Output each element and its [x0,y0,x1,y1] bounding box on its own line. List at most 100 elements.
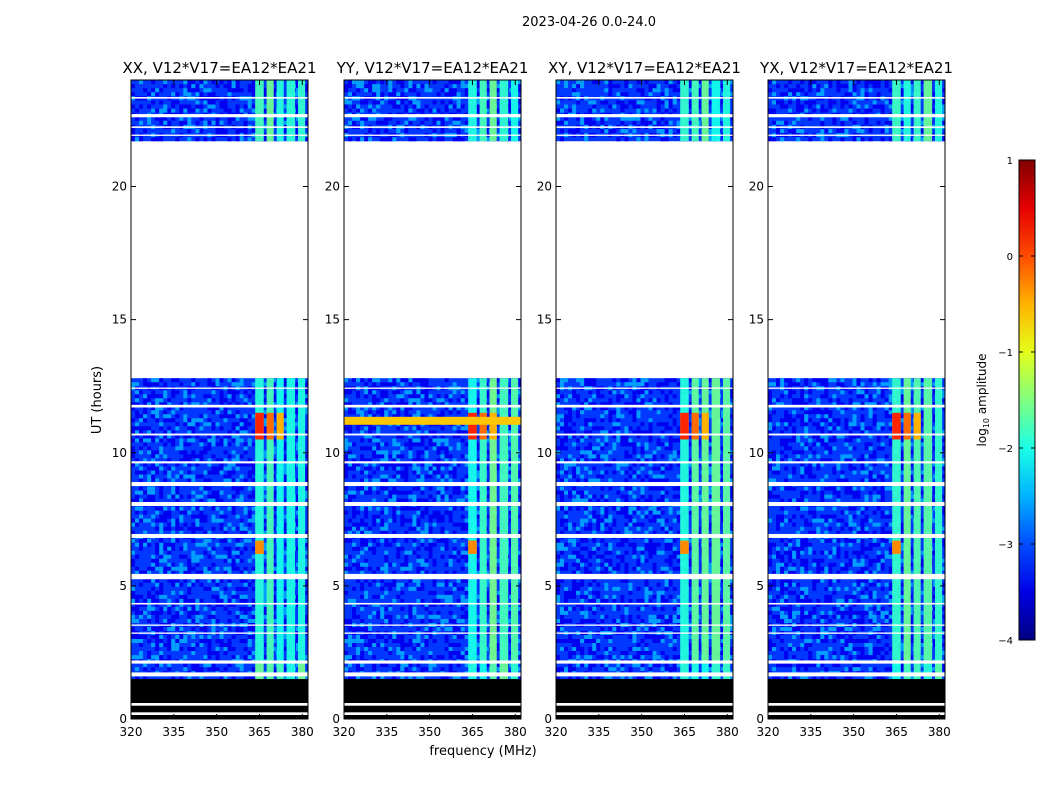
panels: XX, V12*V17=EA12*EA21 320 335 350 365 380 0 5 10… [112,59,953,739]
y-tick-label: 5 [119,579,127,593]
rfi-hotspot [468,412,477,440]
x-tick-label: 380 [716,725,739,739]
colorbar-tick-label: −2 [998,444,1013,455]
flagged-gap [768,114,945,118]
rfi-band [266,378,274,664]
rfi-band [479,378,487,664]
x-tick-label: 365 [461,725,484,739]
flagged-gap [556,114,733,118]
panel-yy: YY, V12*V17=EA12*EA21 320 335 350 365 380 0 5 10… [325,59,529,739]
rfi-band [489,80,497,142]
panel-yx: YX, V12*V17=EA12*EA21 320 335 350 365 380 0 5 10… [749,59,953,739]
flagged-gap [768,672,945,677]
y-tick-label: 10 [325,446,340,460]
axes-frame [343,79,522,720]
y-tick-label: 0 [332,712,340,726]
flagged-gap [344,712,521,716]
rfi-band [286,80,296,142]
figure-suptitle: 2023-04-26 0.0-24.0 [522,15,656,30]
flagged-gap [344,134,521,136]
flagged-gap [556,602,733,605]
rfi-band [913,378,921,664]
flagged-gap [344,404,521,408]
rfi-band [468,80,477,142]
rfi-band [903,80,911,142]
y-tick-label: 0 [544,712,552,726]
x-tick-label: 350 [418,725,441,739]
y-tick-label: 5 [544,579,552,593]
flagged-gap [344,482,521,487]
x-tick-label: 320 [757,725,780,739]
x-tick-label: 335 [162,725,185,739]
flagged-gap [556,533,733,538]
flagged-gap [131,126,308,128]
y-tick-label: 10 [112,446,127,460]
rfi-band [892,80,901,142]
flagged-gap [768,387,945,389]
x-tick-label: 335 [799,725,822,739]
colorbar-scale [1018,159,1036,641]
rfi-band [511,80,519,142]
colorbar-label: log10 amplitude [975,354,991,447]
rfi-band [276,80,284,142]
flagged-gap [131,533,308,538]
broadband-rfi-line [344,416,521,425]
spectrogram-image [344,80,521,719]
rfi-hotspot [479,412,487,440]
flagged-gap [768,404,945,408]
y-tick-label: 0 [119,712,127,726]
flagged-gap [768,533,945,538]
flagged-gap [131,502,308,506]
spectrogram-image [556,80,733,719]
axes-frame [130,79,309,720]
x-tick-label: 380 [928,725,951,739]
rfi-hotspot [892,412,901,440]
y-tick-label: 15 [325,313,340,327]
colorbar: −4 −3 −2 −1 0 1 log10 amplitude [975,156,1036,647]
flagged-gap [344,114,521,118]
colorbar-tick-label: 0 [1007,252,1013,263]
rfi-band [923,80,933,142]
flagged-gap [556,712,733,716]
flagged-gap [131,632,308,634]
flagged-gap [556,482,733,487]
rfi-hotspot [489,412,497,440]
rfi-band [298,378,306,664]
flagged-gap [344,387,521,389]
colorbar-tick-label: −3 [998,540,1013,551]
flagged-gap [344,533,521,538]
flagged-gap [131,461,308,464]
panel-xy: XY, V12*V17=EA12*EA21 320 335 350 365 380 0 5 10… [537,59,741,739]
rfi-band [935,378,943,664]
x-tick-label: 380 [504,725,527,739]
flagged-gap [131,660,308,664]
flagged-gap [131,573,308,580]
flagged-gap [768,703,945,706]
flagged-gap [344,433,521,436]
flagged-gap [768,433,945,436]
flagged-gap [768,660,945,664]
rfi-band [286,378,296,664]
flagged-gap [768,502,945,506]
flagged-gap [768,573,945,580]
flagged-gap [556,703,733,706]
flagged-gap [556,624,733,626]
flagged-gap [131,97,308,99]
flagged-gap [768,134,945,136]
rfi-hotspot [892,540,901,554]
spectrogram-image [131,80,308,719]
rfi-hotspot [468,540,477,554]
rfi-hotspot [691,412,699,440]
flagged-gap [344,126,521,128]
rfi-band [723,80,731,142]
rfi-hotspot [701,412,709,440]
panel-title: YY, V12*V17=EA12*EA21 [336,59,529,77]
panel-xx: XX, V12*V17=EA12*EA21 320 335 350 365 380 0 5 10… [112,59,317,739]
x-tick-label: 380 [291,725,314,739]
axes-frame [555,79,734,720]
y-axis-label: UT (hours) [90,366,105,434]
rfi-band [266,80,274,142]
flagged-gap [556,660,733,664]
rfi-band [511,378,519,664]
flagged-gap [131,672,308,677]
